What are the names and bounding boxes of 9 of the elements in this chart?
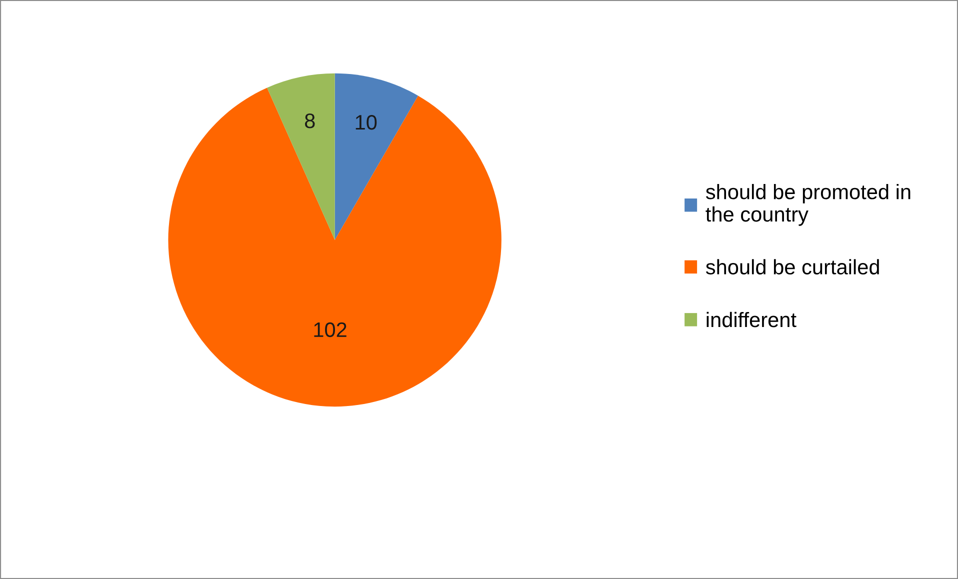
legend-label: should be promoted in the country bbox=[706, 184, 910, 226]
legend-label: should be curtailed bbox=[706, 259, 879, 274]
legend-label: indifferent bbox=[706, 312, 796, 328]
data-label: 8 bbox=[304, 114, 315, 128]
pie-slice bbox=[168, 88, 502, 407]
pie-slice bbox=[267, 73, 335, 240]
data-label: 102 bbox=[314, 322, 346, 338]
pie-slice bbox=[334, 73, 418, 240]
data-label: 10 bbox=[356, 114, 377, 130]
